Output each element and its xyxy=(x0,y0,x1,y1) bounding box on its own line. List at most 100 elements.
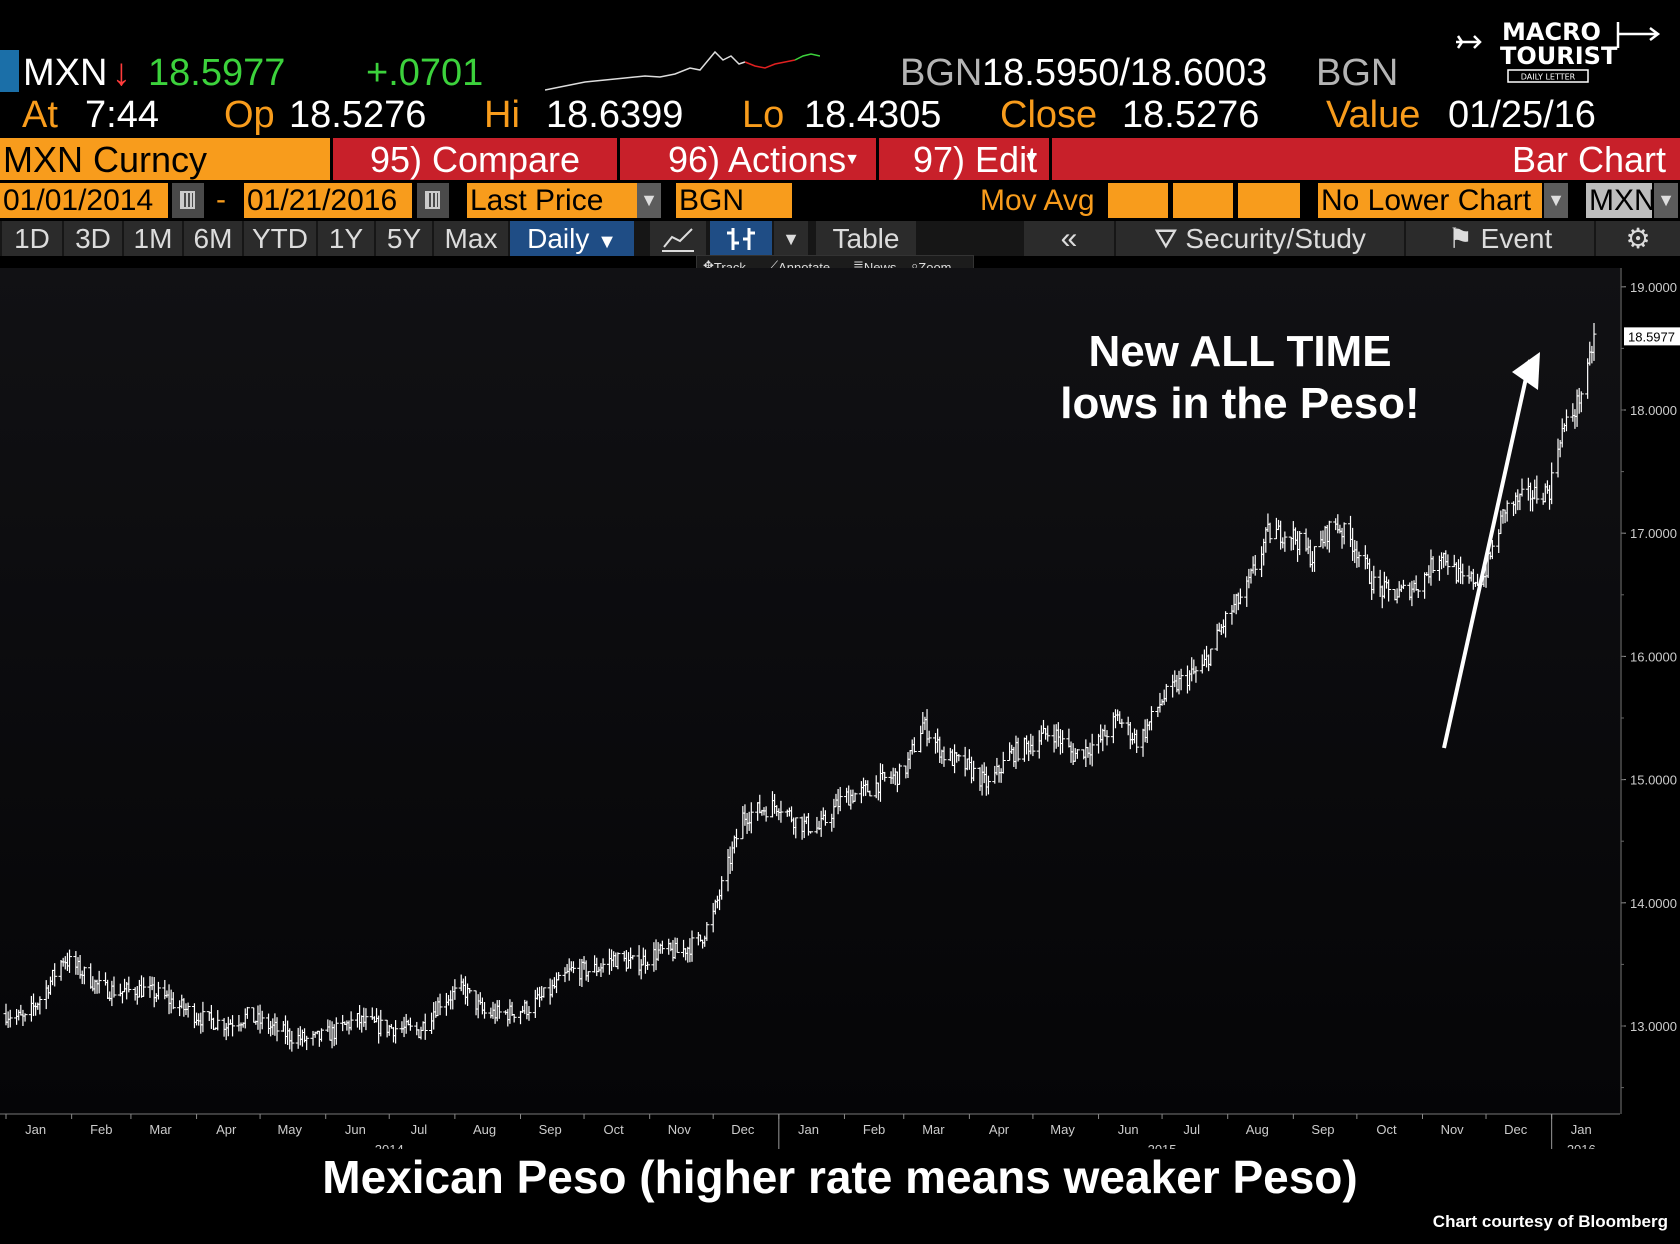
y-tick-label: 15.0000 xyxy=(1630,773,1677,788)
macro-tourist-logo: MACRO TOURIST DAILY LETTER xyxy=(1450,8,1670,88)
x-tick-label: Feb xyxy=(90,1122,112,1137)
at-value: 7:44 xyxy=(85,94,159,136)
x-year-label: 2014 xyxy=(375,1142,404,1149)
x-tick-label: Oct xyxy=(604,1122,625,1137)
compare-button[interactable]: 95) Compare xyxy=(333,138,617,180)
x-year-label: 2015 xyxy=(1148,1142,1177,1149)
x-tick-label: May xyxy=(1050,1122,1075,1137)
x-tick-label: Aug xyxy=(473,1122,496,1137)
open-label: Op xyxy=(224,94,275,136)
x-tick-label: Aug xyxy=(1246,1122,1269,1137)
field-select[interactable]: Last Price xyxy=(467,183,637,218)
lower-chart-select[interactable]: No Lower Chart xyxy=(1318,183,1542,218)
x-tick-label: Mar xyxy=(149,1122,172,1137)
x-tick-label: Feb xyxy=(863,1122,885,1137)
value-label: Value xyxy=(1326,94,1421,136)
frequency-label: Daily xyxy=(527,223,590,254)
security-indicator xyxy=(0,50,19,92)
period-1y[interactable]: 1Y xyxy=(318,221,374,256)
line-chart-icon[interactable] xyxy=(650,221,706,256)
currency-select[interactable]: MXN xyxy=(1586,183,1656,218)
net-change: +.0701 xyxy=(366,52,484,94)
actions-button[interactable]: 96) Actions ▼ xyxy=(620,138,876,180)
sparkline xyxy=(545,50,820,91)
x-tick-label: Apr xyxy=(216,1122,237,1137)
annotation: New ALL TIME lows in the Peso! xyxy=(1010,326,1470,430)
x-tick-label: Sep xyxy=(539,1122,562,1137)
frequency-select[interactable]: Daily ▼ xyxy=(510,221,634,256)
chart-type-label[interactable]: Bar Chart xyxy=(1052,138,1680,180)
ticker: MXN xyxy=(23,52,108,94)
annotation-line-2: lows in the Peso! xyxy=(1060,379,1420,428)
low-label: Lo xyxy=(742,94,785,136)
period-ytd[interactable]: YTD xyxy=(244,221,316,256)
annotation-arrow-head xyxy=(1512,352,1540,390)
mov-avg-field-3[interactable] xyxy=(1238,183,1300,218)
end-date-field[interactable]: 01/21/2016 xyxy=(244,183,412,218)
x-tick-label: Jan xyxy=(25,1122,46,1137)
annotation-line-1: New ALL TIME xyxy=(1088,327,1392,376)
security-study-label: Security/Study xyxy=(1185,223,1366,254)
x-tick-label: Jan xyxy=(1571,1122,1592,1137)
x-tick-label: Dec xyxy=(731,1122,755,1137)
x-tick-label: Dec xyxy=(1504,1122,1528,1137)
edit-label: 97) Edit xyxy=(913,139,1038,180)
open-value: 18.5276 xyxy=(289,94,427,136)
x-tick-label: Nov xyxy=(668,1122,692,1137)
security-study-button[interactable]: ⛛ Security/Study xyxy=(1116,221,1404,256)
calendar-icon[interactable] xyxy=(172,183,204,218)
x-tick-label: Oct xyxy=(1376,1122,1397,1137)
y-tick-label: 19.0000 xyxy=(1630,280,1677,295)
period-1m[interactable]: 1M xyxy=(124,221,182,256)
close-label: Close xyxy=(1000,94,1098,136)
period-1d[interactable]: 1D xyxy=(2,221,62,256)
mov-avg-field-1[interactable] xyxy=(1108,183,1168,218)
high-label: Hi xyxy=(484,94,520,136)
at-label: At xyxy=(22,94,58,136)
annotation-arrow-shaft xyxy=(1442,359,1532,749)
settings-row: 01/01/2014 - 01/21/2016 Last Price ▼ BGN… xyxy=(0,183,1680,220)
x-tick-label: Jul xyxy=(411,1122,428,1137)
y-tick-label: 13.0000 xyxy=(1630,1019,1677,1034)
frequency-dropdown-icon: ▼ xyxy=(597,231,617,253)
gear-icon[interactable]: ⚙ xyxy=(1596,221,1680,256)
last-price-label: 18.5977 xyxy=(1628,329,1675,344)
bar-chart-icon[interactable] xyxy=(710,221,772,256)
price-chart[interactable]: 19.0000 18.0000 17.0000 16.0000 15.0000 14.00… xyxy=(0,259,1680,1149)
edit-button[interactable]: 97) Edit ▼ xyxy=(879,138,1049,180)
security-field[interactable]: MXN Curncy xyxy=(0,138,330,180)
period-max[interactable]: Max xyxy=(434,221,508,256)
y-tick-label: 18.0000 xyxy=(1630,403,1677,418)
logo-text-2: TOURIST xyxy=(1500,42,1618,70)
chart-credit: Chart courtesy of Bloomberg xyxy=(1432,1212,1668,1231)
logo-text-3: DAILY LETTER xyxy=(1521,73,1576,82)
menu-row: MXN Curncy 95) Compare 96) Actions ▼ 97)… xyxy=(0,138,1680,180)
table-button[interactable]: Table xyxy=(816,221,916,256)
chart-type-dropdown-icon[interactable]: ▼ xyxy=(774,221,808,256)
field-dropdown-icon[interactable]: ▼ xyxy=(637,183,661,218)
source-field[interactable]: BGN xyxy=(676,183,792,218)
high-value: 18.6399 xyxy=(546,94,684,136)
x-tick-label: Mar xyxy=(922,1122,945,1137)
logo-text-1: MACRO xyxy=(1502,18,1601,46)
chart-caption: Mexican Peso (higher rate means weaker P… xyxy=(322,1151,1358,1203)
mov-avg-field-2[interactable] xyxy=(1173,183,1233,218)
collapse-icon[interactable]: « xyxy=(1024,221,1114,256)
period-3d[interactable]: 3D xyxy=(64,221,122,256)
date-dash: - xyxy=(216,183,226,216)
period-6m[interactable]: 6M xyxy=(184,221,242,256)
start-date-field[interactable]: 01/01/2014 xyxy=(0,183,168,218)
actions-label: 96) Actions xyxy=(668,139,847,180)
mov-avg-label: Mov Avg xyxy=(980,184,1095,217)
event-label: Event xyxy=(1480,223,1553,254)
x-year-label: 2016 xyxy=(1567,1142,1596,1149)
calendar-icon[interactable] xyxy=(417,183,449,218)
flag-icon: ⚑ xyxy=(1447,223,1473,254)
lower-chart-dropdown-icon[interactable]: ▼ xyxy=(1544,183,1568,218)
x-tick-label: Jun xyxy=(345,1122,366,1137)
period-5y[interactable]: 5Y xyxy=(376,221,432,256)
currency-dropdown-icon[interactable]: ▼ xyxy=(1654,183,1678,218)
bid-ask: 18.5950/18.6003 xyxy=(982,52,1268,94)
toolbar: 1D 3D 1M 6M YTD 1Y 5Y Max Daily ▼ ▼ Tabl… xyxy=(0,221,1680,256)
event-button[interactable]: ⚑ Event xyxy=(1406,221,1594,256)
